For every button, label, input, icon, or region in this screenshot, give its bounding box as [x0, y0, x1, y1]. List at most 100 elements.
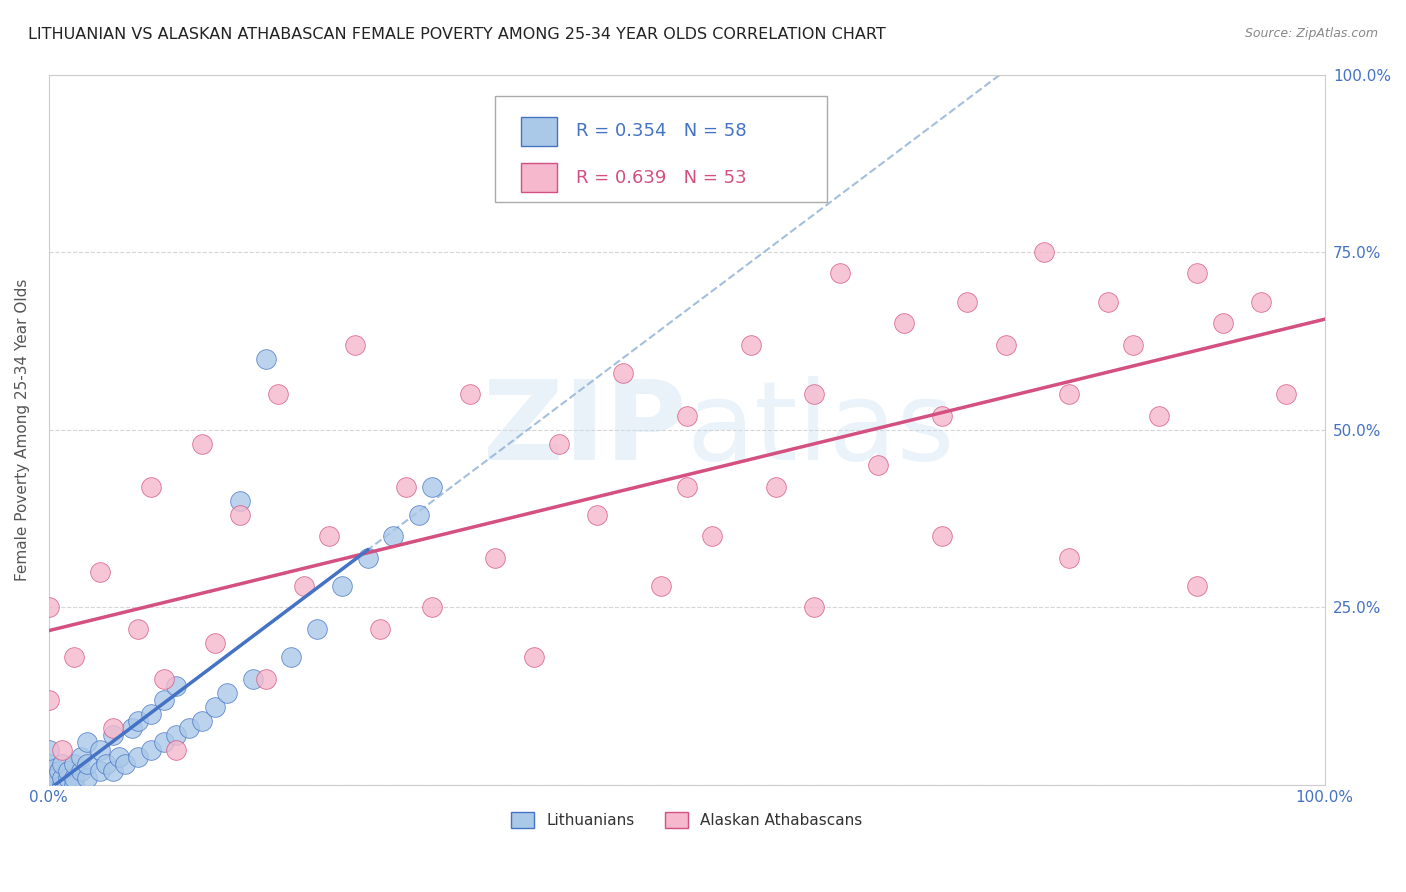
Point [292, 579, 315, 593]
Point [38, 778, 60, 792]
Point [127, 749, 149, 764]
Point [76, 771, 98, 785]
Y-axis label: Female Poverty Among 25-34 Year Olds: Female Poverty Among 25-34 Year Olds [15, 278, 30, 581]
Point [484, 550, 506, 565]
Point [1097, 294, 1119, 309]
Point [242, 672, 264, 686]
Point [69, 749, 91, 764]
Point [38, 771, 60, 785]
Point [89, 565, 111, 579]
Point [395, 480, 418, 494]
Point [38, 778, 60, 792]
Text: R = 0.354   N = 58: R = 0.354 N = 58 [575, 122, 747, 140]
Point [458, 387, 481, 401]
Point [868, 458, 890, 473]
Point [229, 494, 252, 508]
Text: R = 0.639   N = 53: R = 0.639 N = 53 [575, 169, 747, 186]
Point [1147, 409, 1170, 423]
Point [1033, 245, 1056, 260]
Point [675, 409, 697, 423]
Point [38, 742, 60, 756]
Point [114, 756, 136, 771]
Point [523, 650, 546, 665]
Point [96, 756, 118, 771]
Point [56, 771, 79, 785]
Point [931, 409, 953, 423]
Point [828, 267, 851, 281]
Point [38, 756, 60, 771]
Point [108, 749, 131, 764]
Point [675, 480, 697, 494]
Point [548, 437, 571, 451]
Point [51, 771, 73, 785]
Point [191, 437, 214, 451]
Point [44, 778, 66, 792]
Point [1059, 550, 1081, 565]
Point [408, 508, 430, 522]
Point [803, 600, 825, 615]
Point [63, 650, 86, 665]
Point [139, 480, 162, 494]
FancyBboxPatch shape [495, 95, 827, 202]
Point [382, 529, 405, 543]
Point [38, 764, 60, 778]
Point [765, 480, 787, 494]
Point [127, 714, 149, 728]
Point [38, 600, 60, 615]
Point [127, 622, 149, 636]
Point [89, 764, 111, 778]
Point [191, 714, 214, 728]
Point [204, 700, 226, 714]
Point [101, 728, 124, 742]
Point [1185, 579, 1208, 593]
Point [1250, 294, 1272, 309]
Point [229, 508, 252, 522]
Point [1059, 387, 1081, 401]
Point [267, 387, 290, 401]
Point [51, 778, 73, 792]
Legend: Lithuanians, Alaskan Athabascans: Lithuanians, Alaskan Athabascans [505, 806, 869, 834]
Point [254, 672, 277, 686]
Point [586, 508, 609, 522]
Point [1122, 337, 1144, 351]
Point [740, 337, 762, 351]
Point [51, 742, 73, 756]
Point [165, 728, 187, 742]
Point [204, 636, 226, 650]
Point [152, 672, 174, 686]
Point [370, 622, 392, 636]
Point [38, 693, 60, 707]
Point [38, 778, 60, 792]
Point [330, 579, 353, 593]
Point [51, 756, 73, 771]
Point [69, 764, 91, 778]
Point [44, 771, 66, 785]
Point [139, 742, 162, 756]
Point [139, 706, 162, 721]
Point [1185, 267, 1208, 281]
Point [56, 764, 79, 778]
Point [63, 771, 86, 785]
Point [1275, 387, 1298, 401]
Point [38, 771, 60, 785]
Point [101, 764, 124, 778]
Text: Source: ZipAtlas.com: Source: ZipAtlas.com [1244, 27, 1378, 40]
Text: atlas: atlas [686, 376, 955, 483]
Point [38, 778, 60, 792]
Point [76, 735, 98, 749]
Point [121, 721, 143, 735]
Point [803, 387, 825, 401]
Point [48, 764, 70, 778]
Point [1212, 316, 1234, 330]
Point [89, 742, 111, 756]
Point [931, 529, 953, 543]
Text: LITHUANIAN VS ALASKAN ATHABASCAN FEMALE POVERTY AMONG 25-34 YEAR OLDS CORRELATIO: LITHUANIAN VS ALASKAN ATHABASCAN FEMALE … [28, 27, 886, 42]
Point [650, 579, 672, 593]
Point [280, 650, 302, 665]
Point [165, 679, 187, 693]
Point [343, 337, 366, 351]
Point [38, 778, 60, 792]
Point [177, 721, 200, 735]
Point [38, 778, 60, 792]
Point [101, 721, 124, 735]
